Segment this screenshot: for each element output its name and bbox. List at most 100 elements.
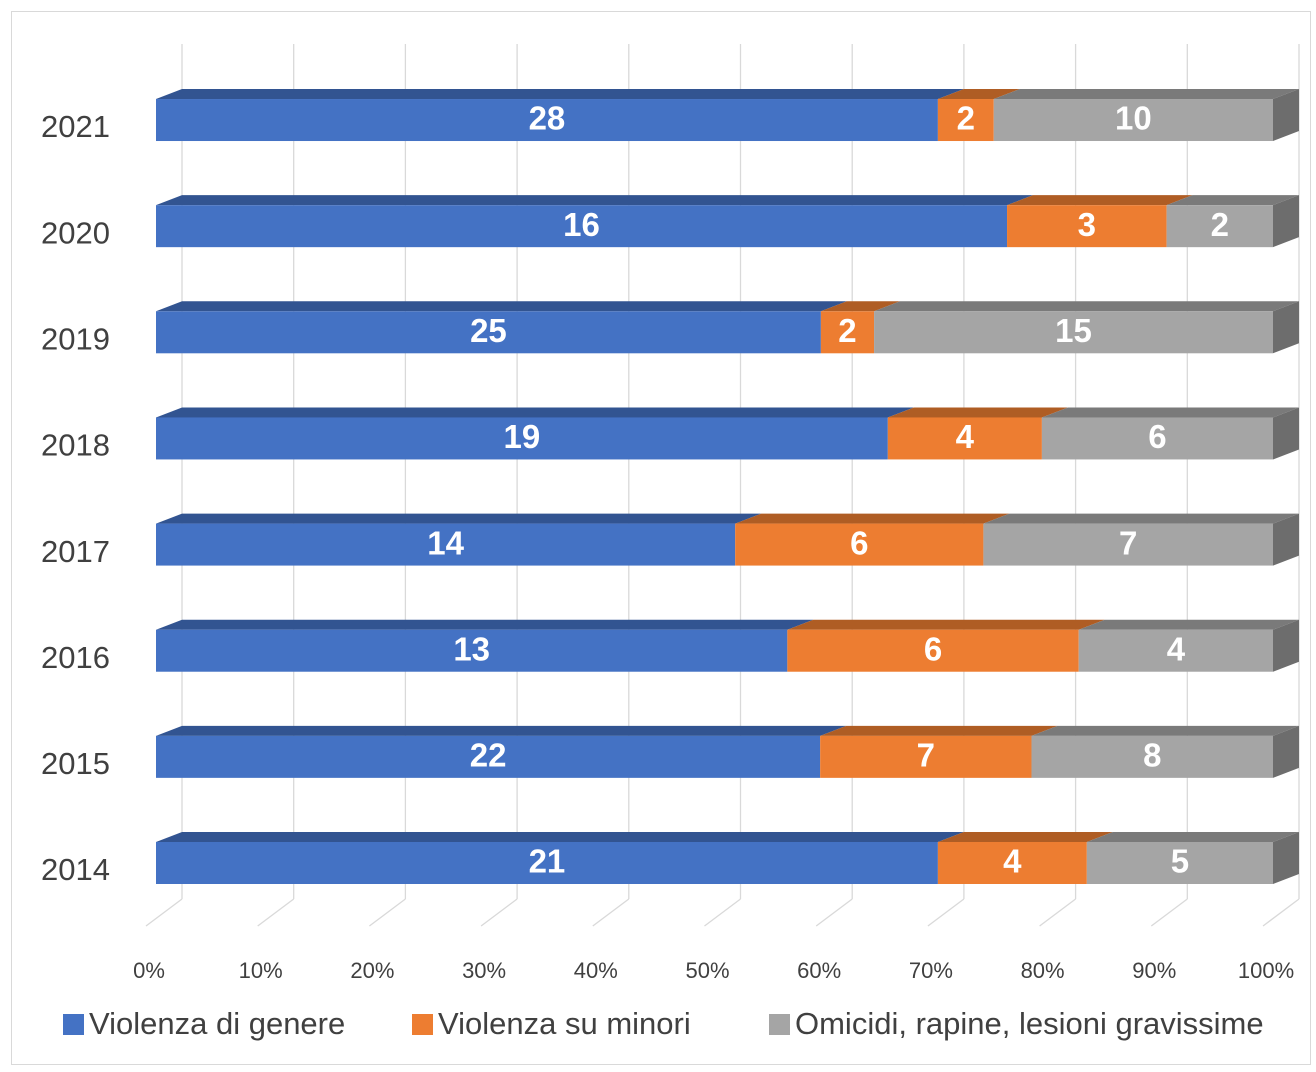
bar-segment — [1007, 205, 1167, 248]
bar-top-face — [735, 513, 1010, 524]
legend-swatch — [412, 1014, 433, 1035]
bar-side-face — [1273, 89, 1299, 142]
bar-top-face — [156, 832, 964, 842]
bar-segment — [156, 99, 938, 142]
data-label: 3 — [1078, 206, 1096, 243]
bar-segment — [937, 99, 994, 142]
bar-segment — [735, 523, 984, 566]
data-label: 25 — [470, 312, 507, 349]
data-label: 2 — [838, 312, 856, 349]
data-label: 21 — [529, 843, 566, 880]
legend-swatch — [769, 1014, 790, 1035]
legend-label: Omicidi, rapine, lesioni gravissime — [795, 1006, 1264, 1041]
bar-side-face — [1273, 195, 1299, 248]
y-axis-label: 2015 — [41, 746, 110, 781]
data-label: 7 — [1119, 524, 1137, 561]
bar-segment — [937, 842, 1087, 884]
x-tick-label: 30% — [462, 958, 506, 983]
x-tick-label: 80% — [1021, 958, 1065, 983]
bar-segment — [156, 523, 736, 566]
floor-gridline — [1039, 898, 1076, 927]
bar-segment — [1078, 629, 1273, 672]
bar-top-face — [1031, 725, 1299, 736]
y-axis-label: 2014 — [41, 852, 110, 887]
bar-segment — [156, 842, 938, 884]
floor-gridline — [815, 898, 853, 927]
data-label: 4 — [1167, 630, 1186, 667]
data-label: 16 — [563, 206, 600, 243]
y-axis-label: 2020 — [41, 215, 110, 250]
bar-segment — [874, 311, 1273, 354]
bar-top-face — [1078, 619, 1299, 630]
bar-top-face — [1086, 832, 1299, 842]
data-label: 7 — [917, 737, 935, 774]
bar-top-face — [993, 89, 1299, 100]
floor-gridline — [927, 898, 965, 927]
bar-segment — [156, 417, 888, 460]
y-axis-labels: 2014 2015 2016 2017 2018 2019 2020 2021 — [41, 109, 110, 887]
x-tick-label: 0% — [133, 958, 165, 983]
floor-gridline — [704, 898, 741, 927]
bar-side-face — [1273, 725, 1299, 778]
bar-segment — [1086, 842, 1273, 884]
bar-segment — [993, 99, 1273, 142]
data-label: 8 — [1143, 737, 1161, 774]
bar-top-face — [820, 301, 901, 312]
bar-segment — [1166, 205, 1273, 248]
x-tick-label: 50% — [685, 958, 729, 983]
bar-top-face — [1007, 195, 1193, 206]
bar-side-face — [1273, 513, 1299, 566]
data-label: 19 — [504, 418, 541, 455]
data-label: 4 — [956, 418, 975, 455]
y-axis-label: 2017 — [41, 534, 110, 569]
data-label: 2 — [957, 100, 975, 137]
data-label: 28 — [529, 100, 566, 137]
floor-gridline — [480, 898, 518, 927]
y-axis-label: 2019 — [41, 321, 110, 356]
y-axis-label: 2018 — [41, 428, 110, 463]
x-tick-label: 100% — [1238, 958, 1294, 983]
data-label: 2 — [1211, 206, 1229, 243]
bar-top-face — [1166, 195, 1299, 206]
bar-segment — [1031, 735, 1273, 778]
data-label: 13 — [453, 630, 490, 667]
bar-segment — [156, 629, 788, 672]
data-label: 5 — [1171, 843, 1189, 880]
bar-top-face — [937, 89, 1020, 100]
floor-gridline — [592, 898, 630, 927]
data-label: 22 — [470, 737, 507, 774]
floor-gridline — [145, 898, 183, 927]
bar-segment — [820, 311, 875, 354]
floor-gridline — [257, 898, 295, 927]
data-label: 6 — [1148, 418, 1166, 455]
legend: Violenza di genere Violenza su minori Omic… — [63, 1006, 1264, 1041]
x-axis-labels: 0% 10% 20% 30% 40% 50% 60% 70% 80% 90% 100% — [133, 958, 1294, 983]
bar-top-face — [874, 301, 1299, 312]
bar-side-face — [1273, 619, 1299, 672]
bar-top-face — [156, 619, 814, 630]
x-tick-label: 90% — [1132, 958, 1176, 983]
x-tick-label: 40% — [574, 958, 618, 983]
bar-segment — [156, 205, 1008, 248]
bar-top-face — [156, 195, 1034, 206]
floor-gridline — [369, 898, 406, 927]
bars: 21 4 5 22 7 8 13 6 4 14 6 7 19 4 6 25 2 15 16 3 2 28 2 10 — [156, 89, 1299, 884]
data-label: 6 — [850, 524, 868, 561]
bar-segment — [787, 629, 1079, 672]
legend-swatch — [63, 1014, 84, 1035]
bar-side-face — [1273, 832, 1299, 884]
bar-side-face — [1273, 407, 1299, 460]
gridlines — [145, 44, 1300, 927]
x-tick-label: 10% — [239, 958, 283, 983]
bar-top-face — [787, 619, 1105, 630]
bar-segment — [983, 523, 1273, 566]
data-label: 14 — [427, 524, 464, 561]
bar-top-face — [937, 832, 1113, 842]
legend-label: Violenza di genere — [89, 1006, 345, 1041]
bar-segment — [887, 417, 1042, 460]
legend-label: Violenza su minori — [438, 1006, 691, 1041]
y-axis-label: 2021 — [41, 109, 110, 144]
bar-segment — [156, 311, 821, 354]
x-tick-label: 20% — [350, 958, 394, 983]
floor-gridline — [1262, 898, 1300, 927]
